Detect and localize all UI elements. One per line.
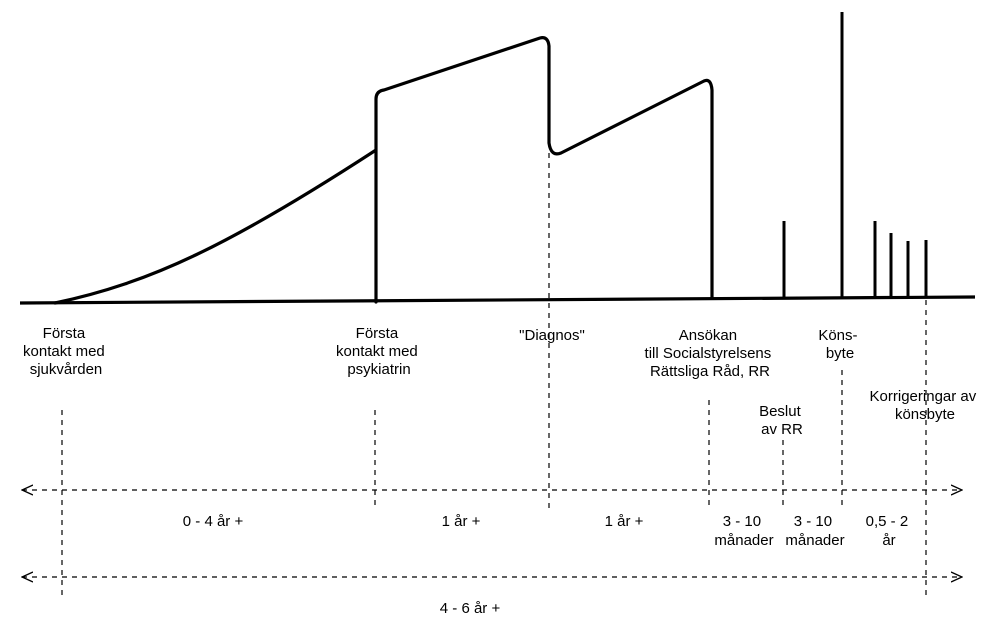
duration-1-ar-b: 1 år + [605, 513, 644, 530]
timeline-axis [19, 295, 976, 305]
label-konsbyte: Köns- byte [818, 327, 861, 362]
label-beslut: Beslut av RR [759, 403, 805, 438]
label-ansokan: Ansökan till Socialstyrelsens Rättsliga … [645, 327, 776, 380]
label-diagnos: "Diagnos" [519, 327, 585, 344]
duration-0-5-2-ar: 0,5 - 2 år [866, 513, 913, 549]
duration-0-4-ar: 0 - 4 år + [183, 513, 244, 530]
total-duration: 4 - 6 år + [440, 600, 501, 617]
label-korrigeringar: Korrigeringar av könsbyte [870, 388, 981, 423]
label-forsta-kontakt-sjukvarden: Första kontakt med sjukvården [23, 325, 109, 378]
process-curve [53, 36, 714, 305]
duration-1-ar-a: 1 år + [442, 513, 481, 530]
duration-3-10-manader-b: 3 - 10 månader [785, 513, 844, 549]
duration-3-10-manader-a: 3 - 10 månader [714, 513, 773, 549]
label-forsta-kontakt-psykiatrin: Första kontakt med psykiatrin [336, 325, 422, 378]
